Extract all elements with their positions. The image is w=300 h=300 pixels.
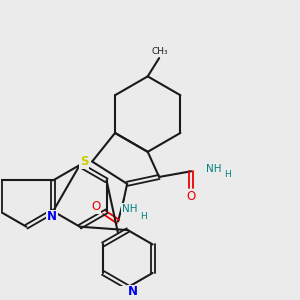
- Text: H: H: [140, 212, 146, 221]
- Text: N: N: [47, 211, 57, 224]
- Text: NH: NH: [206, 164, 222, 174]
- Text: O: O: [92, 200, 101, 213]
- Text: H: H: [224, 170, 231, 179]
- Text: CH₃: CH₃: [152, 47, 169, 56]
- Text: N: N: [128, 285, 137, 298]
- Text: S: S: [80, 155, 88, 168]
- Text: NH: NH: [122, 204, 137, 214]
- Text: O: O: [187, 190, 196, 203]
